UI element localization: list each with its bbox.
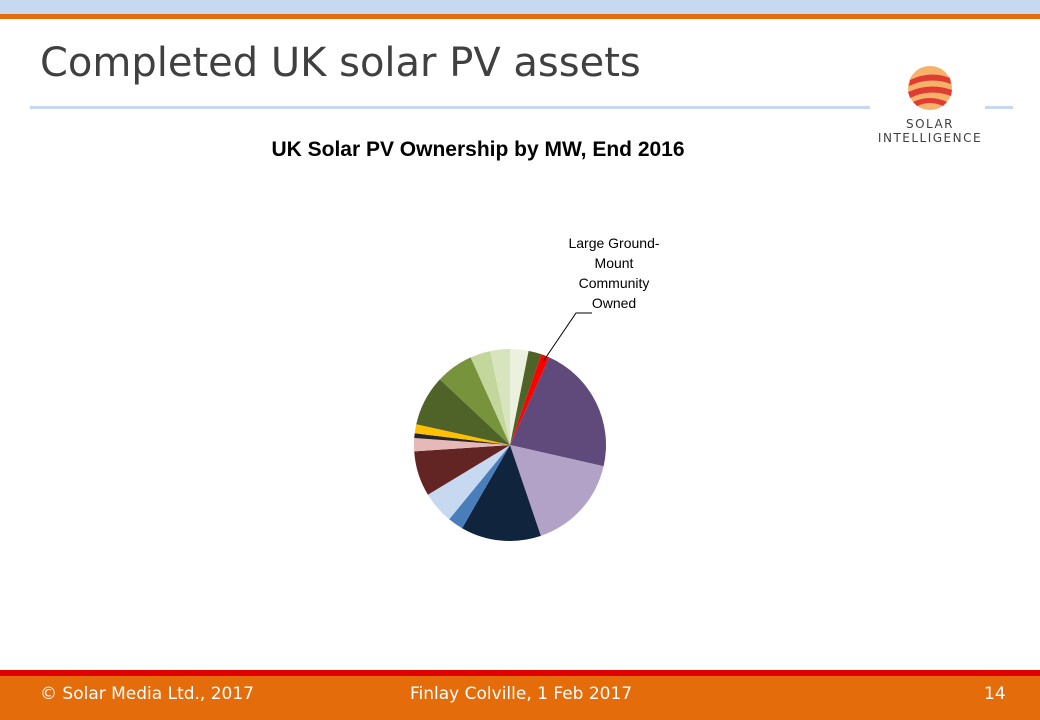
pie-slice — [414, 433, 510, 445]
pie-chart — [414, 312, 606, 541]
footer-author: Finlay Colville, 1 Feb 2017 — [410, 684, 633, 704]
pie-slice — [490, 349, 510, 445]
pie-slice — [416, 379, 510, 445]
pie-slice — [427, 445, 510, 520]
pie-slice — [439, 357, 510, 445]
pie-slice — [470, 351, 510, 445]
pie-slice — [414, 424, 510, 445]
footer-band — [0, 676, 1040, 720]
pie-slice — [462, 445, 541, 541]
logo-text: INTELLIGENCE — [877, 131, 983, 145]
page-number: 14 — [984, 684, 1006, 704]
title-rule — [985, 106, 1013, 109]
top-band — [0, 0, 1040, 14]
pie-slice — [510, 357, 606, 467]
title-rule — [30, 106, 870, 109]
pie-slice — [414, 438, 510, 452]
pie-slice — [449, 445, 510, 529]
pie-slice — [510, 445, 604, 536]
chart-title: UK Solar PV Ownership by MW, End 2016 — [271, 138, 685, 161]
leader-line — [542, 312, 592, 362]
pie-slice — [414, 445, 510, 495]
data-label: Large Ground-Mount Community Owned — [568, 235, 660, 311]
logo-text: SOLAR — [905, 117, 955, 131]
top-rule — [0, 14, 1040, 19]
footer-rule — [0, 670, 1040, 676]
logo-mark — [908, 66, 952, 110]
slide-title: Completed UK solar PV assets — [40, 40, 641, 86]
pie-slice — [510, 350, 542, 445]
pie-slice — [510, 354, 550, 445]
pie-slice — [510, 349, 529, 445]
footer-copyright: © Solar Media Ltd., 2017 — [40, 684, 254, 704]
